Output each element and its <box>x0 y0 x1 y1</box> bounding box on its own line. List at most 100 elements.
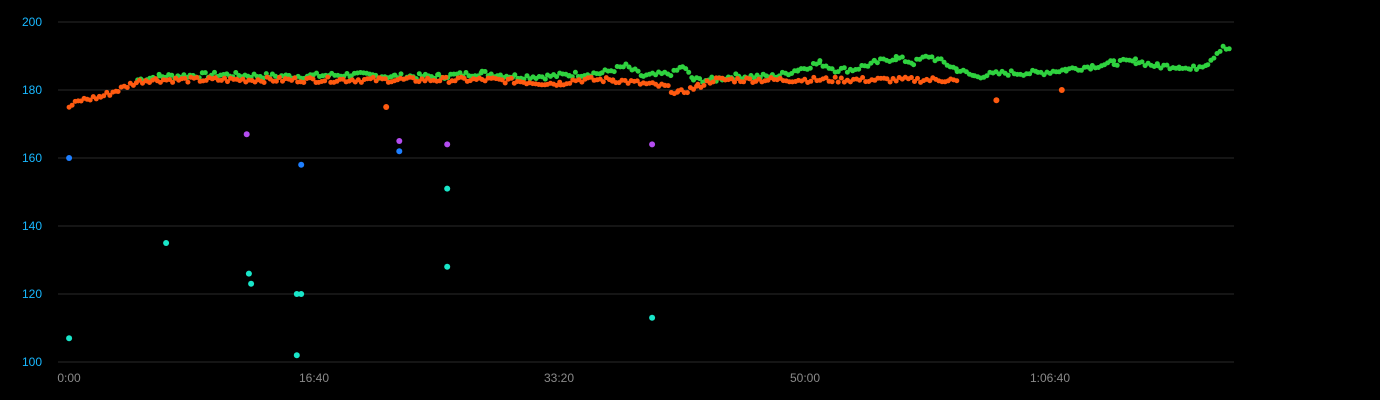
orange-point <box>383 104 390 110</box>
orange-point <box>310 76 316 82</box>
green-point <box>344 71 350 76</box>
orange-point <box>811 74 817 80</box>
green-point <box>1226 46 1232 52</box>
orange-point <box>325 74 331 80</box>
orange-point <box>710 79 716 85</box>
green-point <box>929 54 935 60</box>
green-point <box>829 66 835 72</box>
orange-point <box>993 97 1000 104</box>
green-point <box>314 70 319 76</box>
orange-point <box>185 79 191 85</box>
orange-point <box>634 78 640 84</box>
y-tick-label: 200 <box>22 15 42 29</box>
orange-point <box>741 79 747 85</box>
green-point <box>512 72 518 78</box>
orange-point <box>600 79 606 85</box>
orange-point <box>747 76 753 82</box>
green-point <box>212 69 217 75</box>
green-point <box>1111 58 1117 64</box>
x-tick-label: 50:00 <box>790 371 820 385</box>
x-tick-label: 33:20 <box>544 371 574 385</box>
green-point <box>169 72 175 78</box>
green-point <box>835 69 841 75</box>
orange-point <box>225 79 230 85</box>
green-point <box>635 68 641 74</box>
orange-point <box>665 83 671 89</box>
green-point <box>398 71 404 77</box>
orange-point <box>273 78 279 84</box>
green-point <box>611 69 617 75</box>
orange-point <box>915 75 920 81</box>
orange-point <box>829 79 835 85</box>
x-tick-label: 0:00 <box>57 371 81 385</box>
orange-point <box>954 78 960 84</box>
x-tick-label: 1:06:40 <box>1030 371 1070 385</box>
green-point <box>865 63 871 69</box>
data-points <box>66 43 1232 359</box>
purple-point <box>243 131 250 138</box>
y-tick-label: 120 <box>22 287 42 301</box>
green-point <box>1027 71 1033 77</box>
orange-point <box>838 75 844 81</box>
cyan-point <box>245 270 252 277</box>
orange-point <box>502 80 508 86</box>
green-point <box>807 65 813 71</box>
green-point <box>233 70 239 75</box>
orange-point <box>908 75 914 80</box>
green-point <box>202 70 208 76</box>
cyan-point <box>293 291 300 297</box>
green-point <box>984 73 990 79</box>
green-point <box>856 66 862 72</box>
orange-point <box>107 92 113 98</box>
blue-point <box>396 148 403 155</box>
orange-point <box>860 75 866 80</box>
orange-point <box>276 74 282 80</box>
green-point <box>1164 62 1170 68</box>
blue-point <box>298 161 305 168</box>
purple-point <box>649 141 656 148</box>
orange-point <box>802 76 808 82</box>
green-point <box>841 65 847 71</box>
orange-point <box>695 81 701 87</box>
orange-point <box>370 74 376 80</box>
orange-point <box>728 76 734 82</box>
green-point <box>668 73 674 79</box>
green-point <box>457 70 463 76</box>
orange-point <box>182 75 188 81</box>
orange-point <box>912 79 917 84</box>
orange-point <box>170 79 176 85</box>
green-point <box>463 70 469 75</box>
green-point <box>572 69 578 75</box>
orange-point <box>691 86 696 92</box>
orange-point <box>701 82 707 88</box>
orange-point <box>1058 87 1065 93</box>
orange-point <box>382 76 388 82</box>
green-point <box>554 74 560 80</box>
green-point <box>1114 62 1120 68</box>
green-point <box>482 69 488 74</box>
cyan-point <box>293 352 300 359</box>
green-point <box>1217 48 1223 54</box>
purple-point <box>444 141 451 148</box>
orange-point <box>567 80 573 86</box>
cyan-point <box>444 185 451 192</box>
cyan-point <box>649 314 656 321</box>
green-point <box>623 61 629 67</box>
green-point <box>436 71 441 77</box>
cyan-point <box>163 240 170 246</box>
y-tick-label: 180 <box>22 83 42 97</box>
orange-point <box>808 78 814 84</box>
green-point <box>1078 67 1084 73</box>
cyan-point <box>444 263 451 270</box>
blue-point <box>66 155 73 161</box>
grid-lines <box>58 21 1234 363</box>
green-point <box>874 60 880 66</box>
orange-point <box>437 78 443 84</box>
y-tick-label: 160 <box>22 151 42 165</box>
orange-point <box>194 75 200 80</box>
green-point <box>1187 66 1193 72</box>
orange-point <box>124 85 130 90</box>
green-point <box>911 62 917 68</box>
green-point <box>697 76 703 82</box>
green-point <box>1205 62 1211 68</box>
